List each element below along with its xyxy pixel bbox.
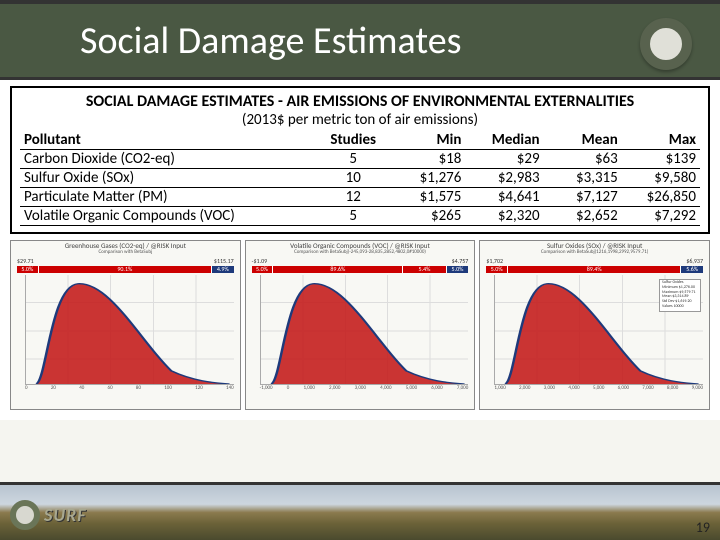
chart-pct-bar: 5.0%89.4%5.6% xyxy=(486,266,703,273)
th-max: Max xyxy=(622,131,700,150)
chart-x-labels: -1,00001,0002,0003,0004,0005,0006,0007,0… xyxy=(260,385,469,391)
cell-pollutant: Carbon Dioxide (CO2-eq) xyxy=(20,150,319,169)
cell-max: $139 xyxy=(622,150,700,169)
page-number: 19 xyxy=(696,519,710,536)
distribution-chart: Volatile Organic Compounds (VOC) / @RISK… xyxy=(245,240,476,410)
cell-pollutant: Particulate Matter (PM) xyxy=(20,188,319,207)
table-row: Particulate Matter (PM)12$1,575$4,641$7,… xyxy=(20,188,700,207)
chart-plot-area: Sulfur OxidesMinimum $1,276.00Maximum $9… xyxy=(494,275,703,385)
cell-min: $1,276 xyxy=(387,169,465,188)
cell-max: $26,850 xyxy=(622,188,700,207)
chart-top-labels: $29.71$115.17 xyxy=(11,257,240,265)
cell-studies: 5 xyxy=(319,207,387,226)
distribution-chart: Greenhouse Gases (CO2-eq) / @RISK InputC… xyxy=(10,240,241,410)
footer-logo: SURF xyxy=(10,500,87,530)
chart-subtitle: Comparison with BetaSubj(1216,1998,2992,… xyxy=(480,250,709,255)
distribution-chart: Sulfur Oxides (SOx) / @RISK InputCompari… xyxy=(479,240,710,410)
chart-top-labels: $1,702$6,937 xyxy=(480,257,709,265)
content-area: SOCIAL DAMAGE ESTIMATES - AIR EMISSIONS … xyxy=(0,80,720,420)
page-title: Social Damage Estimates xyxy=(80,18,461,64)
th-studies: Studies xyxy=(319,131,387,150)
cell-studies: 12 xyxy=(319,188,387,207)
cell-mean: $63 xyxy=(544,150,622,169)
cell-mean: $7,127 xyxy=(544,188,622,207)
chart-subtitle: Comparison with BetaSubj xyxy=(11,250,240,255)
footer: SURF 19 xyxy=(0,482,720,540)
cell-mean: $3,315 xyxy=(544,169,622,188)
cell-studies: 5 xyxy=(319,150,387,169)
chart-legend: Sulfur OxidesMinimum $1,276.00Maximum $9… xyxy=(659,279,701,312)
ring-logo-icon xyxy=(640,18,692,70)
cell-median: $2,983 xyxy=(465,169,543,188)
chart-subtitle: Comparison with BetaSubj(-245,093-28,835… xyxy=(246,250,475,255)
table-row: Carbon Dioxide (CO2-eq)5$18$29$63$139 xyxy=(20,150,700,169)
chart-plot-area xyxy=(260,275,469,385)
cell-mean: $2,652 xyxy=(544,207,622,226)
th-min: Min xyxy=(387,131,465,150)
emissions-table: Pollutant Studies Min Median Mean Max Ca… xyxy=(20,131,700,226)
box-subtitle: (2013$ per metric ton of air emissions) xyxy=(20,111,700,129)
cell-min: $265 xyxy=(387,207,465,226)
cell-pollutant: Volatile Organic Compounds (VOC) xyxy=(20,207,319,226)
cell-min: $18 xyxy=(387,150,465,169)
footer-background-image xyxy=(0,485,720,540)
footer-brand: SURF xyxy=(44,504,87,526)
cell-median: $2,320 xyxy=(465,207,543,226)
charts-row: Greenhouse Gases (CO2-eq) / @RISK InputC… xyxy=(10,240,710,410)
chart-pct-bar: 5.0%89.6%5.4%5.0% xyxy=(252,266,469,273)
table-row: Volatile Organic Compounds (VOC)5$265$2,… xyxy=(20,207,700,226)
chart-pct-bar: 5.0%90.1%4.9% xyxy=(17,266,234,273)
footer-ring-icon xyxy=(10,500,40,530)
chart-x-labels: 020406080100120140 xyxy=(25,385,234,391)
chart-x-labels: 1,0002,0003,0004,0005,0006,0007,0008,000… xyxy=(494,385,703,391)
cell-max: $7,292 xyxy=(622,207,700,226)
table-row: Sulfur Oxide (SOx)10$1,276$2,983$3,315$9… xyxy=(20,169,700,188)
cell-pollutant: Sulfur Oxide (SOx) xyxy=(20,169,319,188)
cell-min: $1,575 xyxy=(387,188,465,207)
chart-top-labels: -$1.09$4.757 xyxy=(246,257,475,265)
box-title: SOCIAL DAMAGE ESTIMATES - AIR EMISSIONS … xyxy=(20,92,700,111)
table-header-row: Pollutant Studies Min Median Mean Max xyxy=(20,131,700,150)
cell-studies: 10 xyxy=(319,169,387,188)
th-pollutant: Pollutant xyxy=(20,131,319,150)
cell-median: $4,641 xyxy=(465,188,543,207)
data-table-box: SOCIAL DAMAGE ESTIMATES - AIR EMISSIONS … xyxy=(10,86,710,234)
th-median: Median xyxy=(465,131,543,150)
th-mean: Mean xyxy=(544,131,622,150)
cell-max: $9,580 xyxy=(622,169,700,188)
cell-median: $29 xyxy=(465,150,543,169)
chart-plot-area xyxy=(25,275,234,385)
header-bar: Social Damage Estimates xyxy=(0,0,720,80)
